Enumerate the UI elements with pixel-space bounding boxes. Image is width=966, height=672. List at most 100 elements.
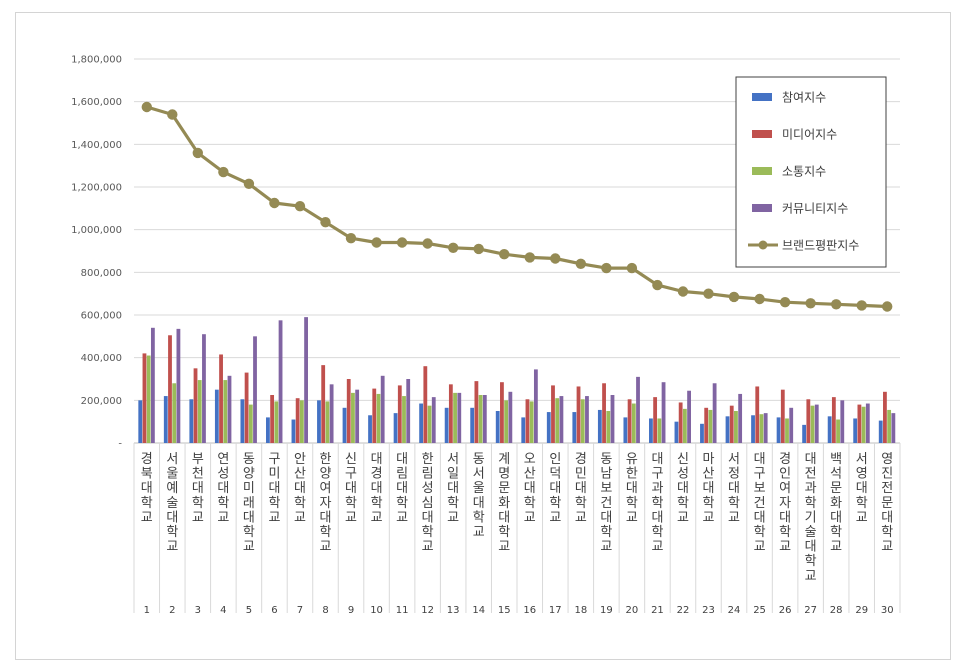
bar-커뮤니티지수	[304, 317, 308, 443]
bar-커뮤니티지수	[585, 396, 589, 443]
point-브랜드평판지수	[473, 243, 484, 255]
bar-참여지수	[546, 412, 551, 443]
bar-커뮤니티지수	[763, 413, 768, 443]
brand-reputation-chart: - 200,000 400,000 600,000 800,000 1,000,000 1,…	[71, 55, 901, 616]
bar-미디어지수	[729, 405, 734, 443]
y-tick-label: 400,000	[81, 353, 122, 364]
legend-marker-브랜드평판지수	[758, 240, 768, 250]
bar-참여지수	[674, 421, 679, 443]
point-브랜드평판지수	[524, 252, 535, 263]
bar-커뮤니티지수	[738, 393, 743, 443]
bar-커뮤니티지수	[559, 396, 564, 443]
bar-미디어지수	[321, 365, 326, 443]
bar-소통지수	[402, 396, 406, 443]
x-rank-label: 6	[271, 605, 277, 616]
x-rank-label: 2	[169, 605, 175, 616]
bar-미디어지수	[295, 398, 300, 443]
bar-소통지수	[172, 383, 177, 443]
bar-참여지수	[240, 399, 245, 443]
bar-소통지수	[836, 419, 840, 443]
bar-커뮤니티지수	[712, 383, 717, 443]
bar-참여지수	[802, 424, 807, 443]
bar-커뮤니티지수	[661, 382, 666, 443]
bar-참여지수	[751, 415, 755, 443]
point-브랜드평판지수	[167, 109, 178, 120]
point-브랜드평판지수	[192, 147, 203, 159]
point-브랜드평판지수	[575, 258, 586, 269]
bar-참여지수	[572, 412, 577, 443]
x-rank-label: 26	[779, 605, 792, 616]
bar-참여지수	[649, 418, 653, 443]
bar-참여지수	[827, 416, 832, 443]
legend-swatch-미디어지수	[752, 130, 772, 138]
point-브랜드평판지수	[779, 297, 791, 308]
bar-참여지수	[853, 418, 858, 443]
bar-소통지수	[427, 405, 432, 443]
x-rank-label: 24	[728, 605, 741, 616]
point-브랜드평판지수	[371, 237, 382, 248]
bar-미디어지수	[704, 407, 709, 443]
point-브랜드평판지수	[422, 238, 433, 249]
bar-미디어지수	[780, 389, 785, 443]
bar-참여지수	[419, 403, 424, 443]
bar-미디어지수	[806, 399, 811, 443]
point-브랜드평판지수	[396, 237, 408, 248]
legend-label: 소통지수	[782, 165, 826, 179]
bar-미디어지수	[397, 385, 402, 443]
bar-소통지수	[810, 405, 815, 443]
bar-커뮤니티지수	[508, 391, 513, 443]
legend-label: 미디어지수	[782, 128, 837, 142]
bar-커뮤니티지수	[355, 389, 360, 443]
bar-소통지수	[325, 401, 330, 443]
y-tick-label: 800,000	[81, 268, 122, 279]
bar-미디어지수	[448, 384, 453, 443]
x-rank-label: 19	[600, 605, 613, 616]
bar-참여지수	[623, 417, 628, 443]
bar-커뮤니티지수	[150, 327, 155, 443]
point-브랜드평판지수	[805, 298, 816, 309]
x-rank-label: 15	[498, 605, 511, 616]
bar-참여지수	[444, 407, 449, 443]
bar-미디어지수	[755, 386, 760, 443]
bar-소통지수	[631, 403, 636, 443]
point-브랜드평판지수	[320, 217, 331, 228]
bar-참여지수	[189, 399, 194, 443]
bar-소통지수	[734, 411, 738, 443]
y-tick-label: -	[118, 439, 122, 450]
y-tick-label: 1,200,000	[71, 183, 122, 194]
legend-swatch-커뮤니티지수	[752, 204, 772, 212]
bar-참여지수	[700, 423, 704, 443]
bar-커뮤니티지수	[227, 375, 232, 443]
legend-swatch-소통지수	[752, 167, 772, 175]
bar-참여지수	[266, 417, 270, 443]
bar-커뮤니티지수	[687, 390, 691, 443]
bar-소통지수	[248, 404, 253, 443]
bar-미디어지수	[627, 399, 632, 443]
bar-커뮤니티지수	[457, 392, 462, 443]
bar-참여지수	[138, 400, 143, 443]
bar-미디어지수	[525, 399, 530, 443]
x-rank-label: 22	[677, 605, 690, 616]
bar-소통지수	[682, 408, 687, 443]
bar-소통지수	[478, 395, 483, 443]
bar-참여지수	[495, 411, 500, 443]
bar-커뮤니티지수	[202, 334, 206, 443]
bar-소통지수	[146, 355, 151, 443]
bar-소통지수	[504, 400, 509, 443]
point-브랜드평판지수	[677, 286, 689, 297]
x-rank-label: 1	[144, 605, 150, 616]
bar-커뮤니티지수	[329, 384, 334, 443]
